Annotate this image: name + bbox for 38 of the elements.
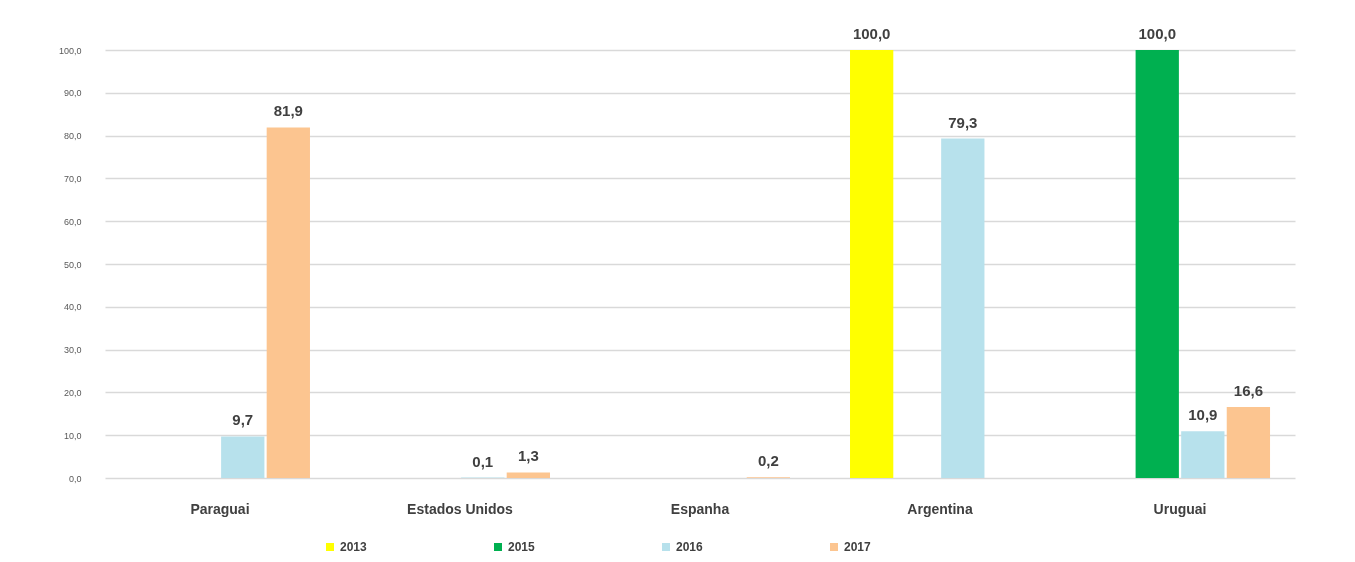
x-tick-label: Uruguai (1153, 500, 1207, 517)
data-label: 100,0 (852, 25, 891, 42)
y-tick-label: 100,0 (58, 45, 82, 56)
data-label: 16,6 (1233, 381, 1263, 399)
bar (1181, 431, 1225, 478)
y-tick-label: 60,0 (63, 216, 82, 227)
data-label: 0,2 (757, 452, 779, 470)
data-label: 79,3 (948, 113, 978, 131)
data-label: 9,7 (232, 411, 254, 429)
legend-label: 2013 (340, 540, 368, 554)
legend-label: 2015 (508, 540, 536, 554)
data-label: 10,9 (1188, 406, 1218, 424)
x-tick-label: Espanha (670, 500, 730, 517)
bar (1226, 406, 1271, 478)
bar (506, 472, 550, 478)
data-label: 0,1 (472, 452, 494, 470)
bar (941, 138, 985, 478)
y-tick-label: 10,0 (63, 430, 82, 441)
data-label: 81,9 (273, 102, 303, 120)
y-tick-label: 70,0 (63, 173, 82, 184)
bar (266, 127, 310, 478)
x-tick-label: Estados Unidos (407, 500, 514, 517)
data-label: 1,3 (517, 447, 539, 465)
y-tick-label: 0,0 (68, 473, 82, 484)
x-tick-label: Argentina (907, 500, 973, 517)
y-tick-label: 80,0 (63, 131, 82, 142)
legend-label: 2016 (676, 540, 704, 554)
y-tick-label: 30,0 (63, 345, 82, 356)
x-tick-label: Paraguai (190, 500, 250, 517)
bar (850, 50, 894, 478)
y-tick-label: 20,0 (63, 387, 82, 398)
bar (221, 436, 265, 478)
y-tick-label: 90,0 (63, 88, 82, 99)
data-label: 100,0 (1138, 25, 1177, 42)
y-tick-label: 40,0 (63, 302, 82, 313)
legend-label: 2017 (844, 540, 872, 554)
y-tick-label: 50,0 (63, 259, 82, 270)
bar (1135, 50, 1179, 478)
